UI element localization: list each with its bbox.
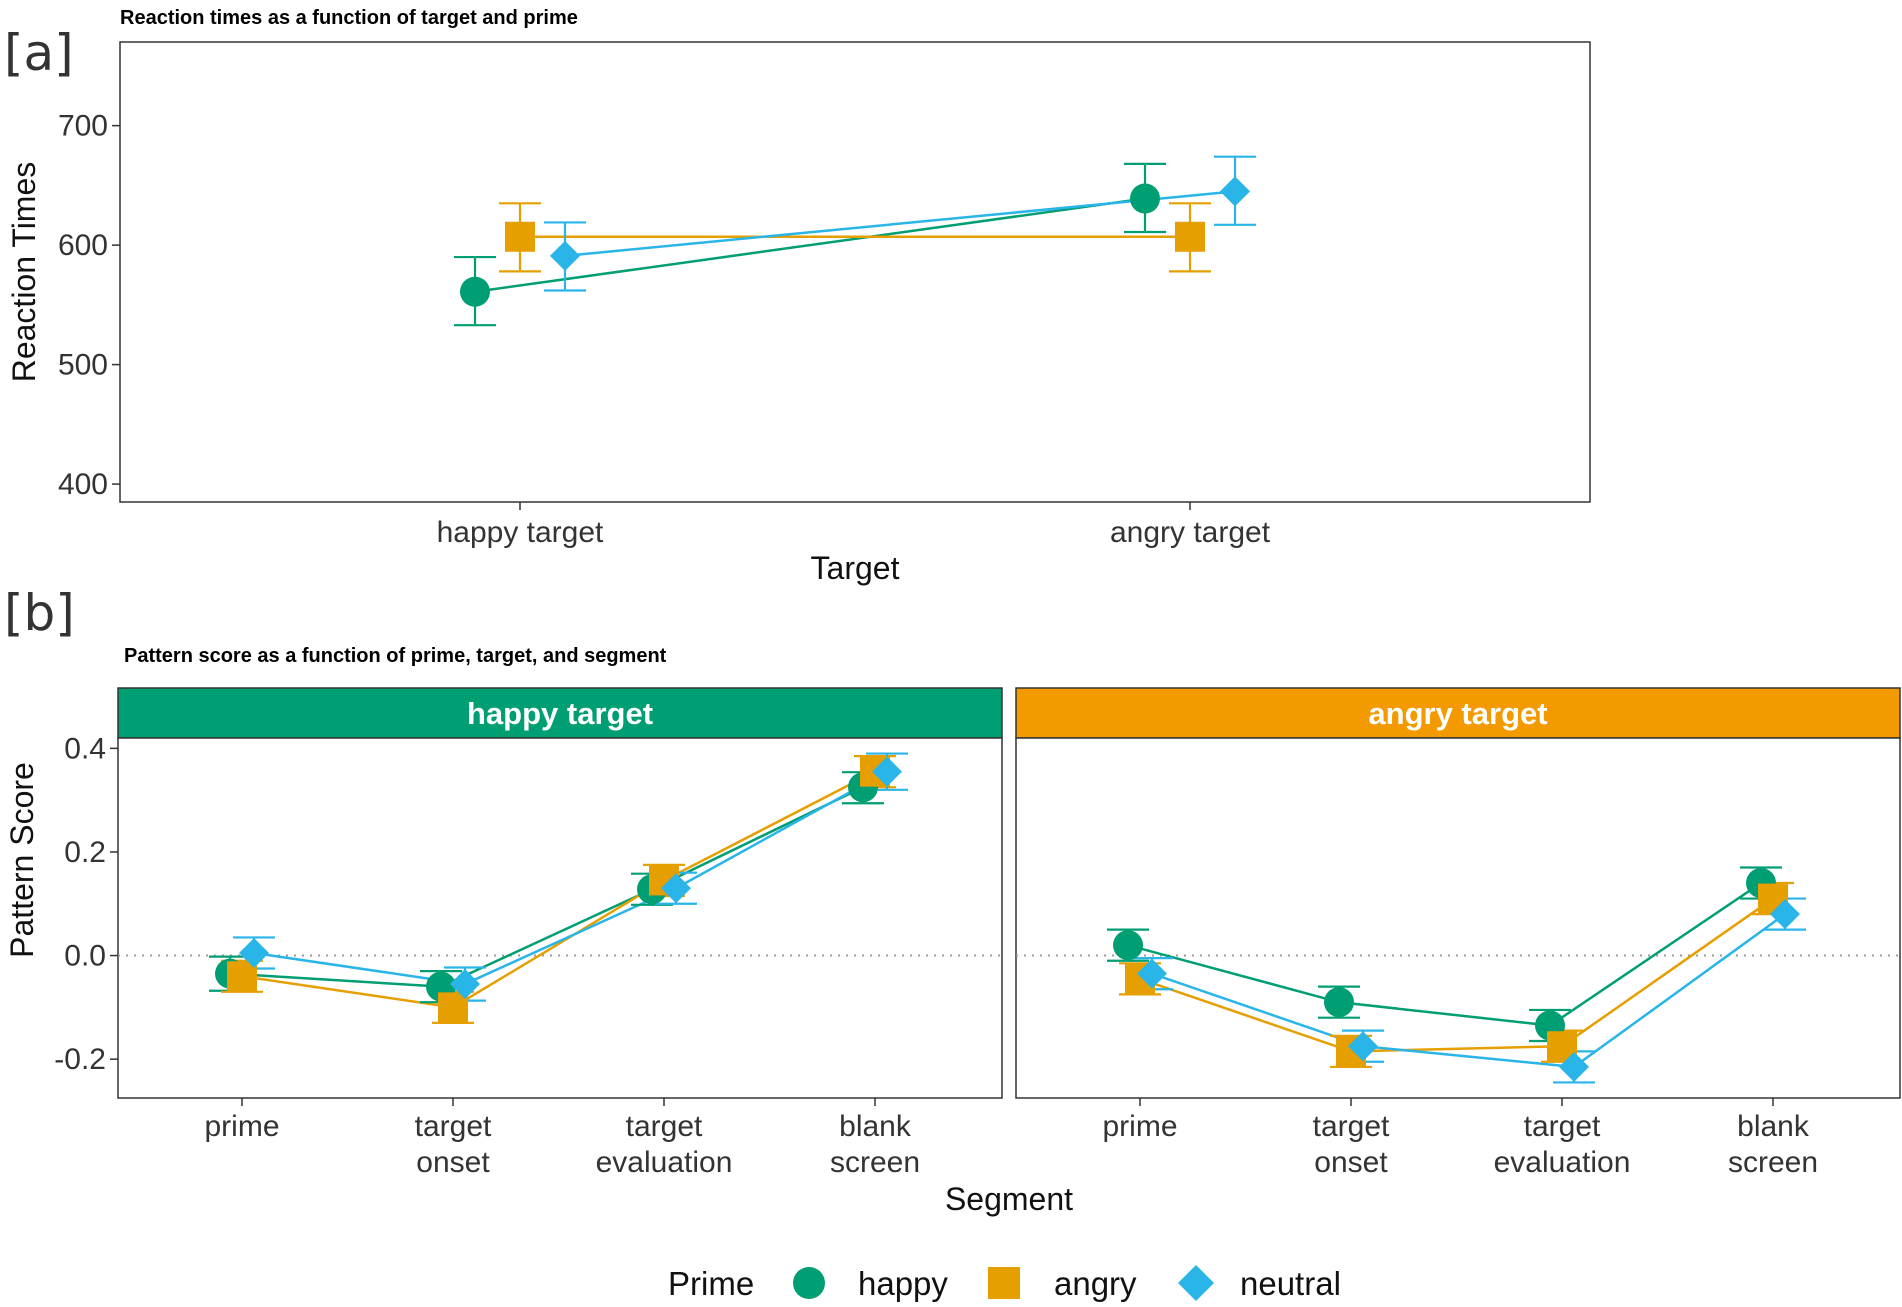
- legend-neutral-diamond-icon: [1178, 1265, 1214, 1301]
- chart-a-x-ticks: happy target angry target: [437, 502, 1271, 549]
- panel-label-a: [a]: [4, 24, 74, 82]
- chart-a-y-tick-label: 600: [58, 229, 108, 262]
- chart-b-facet-1-point-happy-1: [1324, 987, 1354, 1018]
- chart-b-facet-0-point-neutral-1: [450, 969, 480, 1000]
- chart-b-x-tick-label: evaluation: [1494, 1146, 1631, 1179]
- chart-b-facet-1-line-angry: [1139, 897, 1774, 1053]
- facet-strip-happy-target: [117, 687, 1003, 739]
- legend-label-angry: angry: [1054, 1265, 1137, 1302]
- chart-b-facet-0-point-angry-1: [438, 992, 468, 1023]
- chart-a-y-axis-label: Reaction Times: [6, 162, 42, 383]
- legend: Prime happy angry neutral: [668, 1265, 1341, 1302]
- facet-angry-target-plot-frame: [1015, 737, 1901, 1099]
- chart-b-x-tick-label: screen: [1728, 1146, 1818, 1179]
- chart-b-facet-1-line-neutral: [1151, 913, 1786, 1069]
- chart-a-x-axis-label: Target: [811, 550, 900, 586]
- panel-label-b: [b]: [4, 584, 75, 642]
- chart-b-x-tick-label: evaluation: [596, 1146, 733, 1179]
- chart-b-lines: [229, 770, 1786, 1069]
- chart-b-facet-0-point-neutral-2: [661, 873, 691, 904]
- chart-a-line-neutral: [564, 190, 1236, 258]
- chart-b-x-tick-label: target: [1313, 1110, 1390, 1143]
- chart-a-point-angry-1: [1175, 221, 1205, 252]
- legend-label-neutral: neutral: [1240, 1265, 1341, 1302]
- chart-b-facet-0-line-neutral: [253, 770, 888, 986]
- chart-b-x-axis-label: Segment: [945, 1181, 1073, 1217]
- chart-a-points: [460, 176, 1250, 307]
- chart-b-facet-1-line-happy: [1127, 881, 1762, 1027]
- chart-b-x-tick-label: blank: [839, 1110, 912, 1143]
- chart-b-facet-1-point-neutral-0: [1137, 958, 1167, 989]
- chart-b-facet-0-point-angry-0: [227, 961, 257, 992]
- chart-b-y-axis-label: Pattern Score: [4, 762, 40, 958]
- chart-b-x-tick-label: onset: [416, 1146, 490, 1179]
- chart-b-facet-0-line-happy: [229, 786, 864, 988]
- chart-b-facet-0-point-neutral-3: [872, 756, 902, 787]
- chart-b-facet-1-point-neutral-3: [1770, 899, 1800, 930]
- chart-a-plot-frame: [119, 41, 1591, 503]
- chart-b-x-tick-label: prime: [204, 1110, 279, 1143]
- legend-title: Prime: [668, 1265, 754, 1302]
- chart-b-points: [215, 756, 1800, 1082]
- chart-a-point-happy-0: [460, 276, 490, 307]
- chart-b-facet-1-point-neutral-2: [1559, 1051, 1589, 1082]
- chart-a-point-angry-0: [505, 221, 535, 252]
- legend-angry-square-icon: [988, 1267, 1020, 1299]
- chart-b-y-tick-label: 0.0: [64, 940, 106, 973]
- chart-b-facet-1-point-neutral-1: [1348, 1031, 1378, 1062]
- chart-b-x-tick-label: blank: [1737, 1110, 1810, 1143]
- chart-b-y-tick-label: 0.2: [64, 836, 106, 869]
- chart-b-y-tick-label: -0.2: [54, 1043, 106, 1076]
- chart-b-x-tick-label: prime: [1102, 1110, 1177, 1143]
- chart-b-facet-1-point-happy-0: [1113, 930, 1143, 961]
- chart-b-x-tick-label: onset: [1314, 1146, 1388, 1179]
- chart-a-point-neutral-0: [550, 240, 580, 271]
- chart-a-line-happy: [474, 197, 1146, 293]
- chart-b-x-tick-label: target: [1524, 1110, 1601, 1143]
- chart-a-lines: [474, 190, 1236, 293]
- legend-label-happy: happy: [858, 1265, 948, 1302]
- chart-a-y-tick-label: 400: [58, 468, 108, 501]
- chart-b-x-ticks: prime targetonsettargetevaluationblankscr…: [204, 1098, 1818, 1179]
- chart-a-point-happy-1: [1130, 183, 1160, 214]
- chart-a-x-tick-label: angry target: [1110, 516, 1271, 549]
- chart-b-x-tick-label: screen: [830, 1146, 920, 1179]
- chart-a-y-tick-label: 500: [58, 349, 108, 382]
- chart-a-y-tick-label: 700: [58, 110, 108, 143]
- chart-b-x-tick-label: target: [626, 1110, 703, 1143]
- facet-strip-happy-target-label: happy target: [467, 696, 653, 731]
- facet-strip-angry-target-label: angry target: [1368, 696, 1547, 731]
- chart-a-title: Reaction times as a function of target a…: [120, 7, 578, 29]
- chart-a-point-neutral-1: [1220, 176, 1250, 207]
- chart-b-x-tick-label: target: [415, 1110, 492, 1143]
- chart-a-y-ticks: 400 500 600 700: [58, 110, 120, 501]
- facet-strip-angry-target: [1015, 687, 1901, 739]
- legend-happy-circle-icon: [793, 1267, 825, 1299]
- chart-b-facet-0-line-angry: [241, 770, 876, 1009]
- chart-a-x-tick-label: happy target: [437, 516, 604, 549]
- chart-b-title: Pattern score as a function of prime, ta…: [124, 645, 667, 667]
- chart-b-y-ticks: -0.2 0.0 0.2 0.4: [54, 732, 118, 1076]
- chart-b-facet-0-point-neutral-0: [239, 937, 269, 968]
- chart-b-y-tick-label: 0.4: [64, 732, 106, 765]
